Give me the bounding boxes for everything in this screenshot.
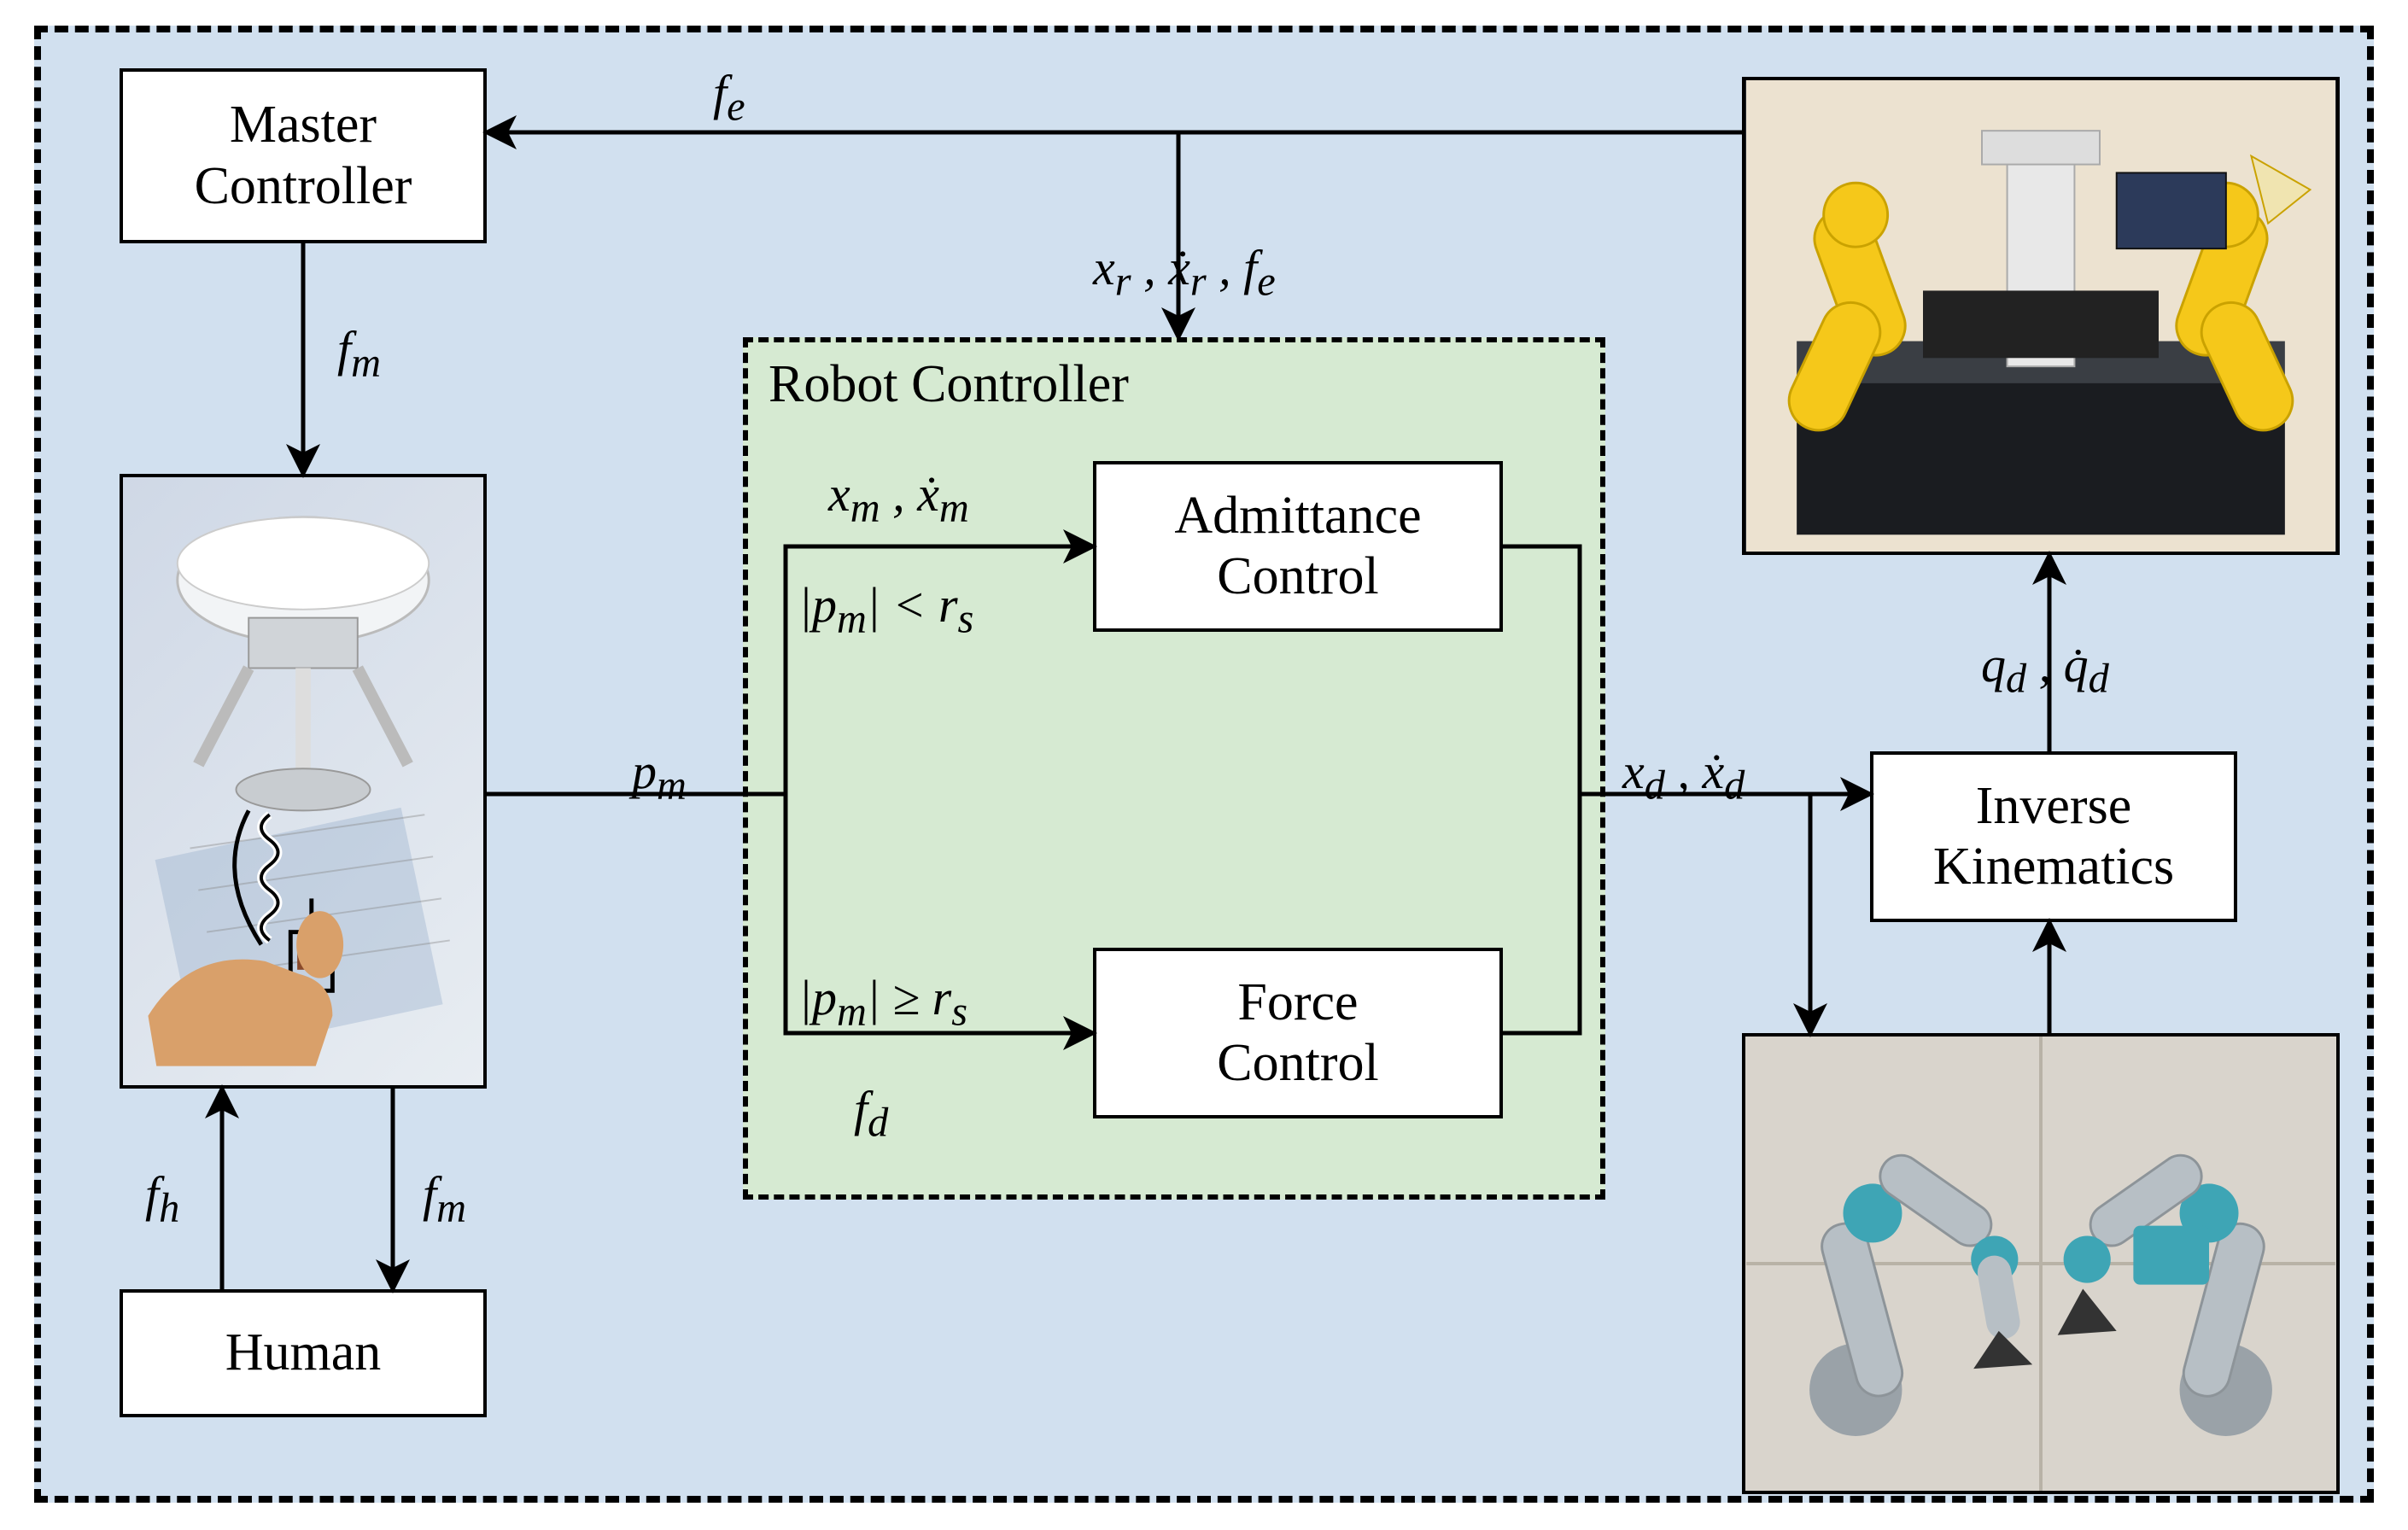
label-fh: fh [145,1165,179,1232]
robot-controller-title: Robot Controller [769,354,1129,415]
sim-robot-svg [1745,1037,2336,1491]
label-fm-upper: fm [337,320,381,387]
inverse-kinematics-text: InverseKinematics [1933,776,2174,898]
label-pm-ge-rs: |pm| ≥ rs [798,969,967,1036]
label-qd-qddot: qd , q̇d [1981,636,2109,703]
master-controller-block: MasterController [120,68,487,243]
sim-robot-image [1742,1033,2340,1494]
inverse-kinematics-block: InverseKinematics [1870,751,2237,922]
label-xm-xmdot: xm , ẋm [828,465,969,532]
yellow-robot-svg [1745,80,2336,552]
human-block: Human [120,1289,487,1417]
label-xr-xrdot-fe: xr , ẋr , fe [1093,239,1276,306]
master-controller-text: MasterController [195,95,412,217]
force-control-text: ForceControl [1217,972,1378,1095]
label-pm: pm [632,743,687,809]
label-fm-lower: fm [423,1165,466,1232]
haptic-svg [123,477,483,1085]
diagram-canvas: Robot Controller MasterController Human … [0,0,2408,1530]
yellow-robot-image [1742,77,2340,555]
label-fd: fd [854,1080,888,1147]
admittance-control-block: AdmittanceControl [1093,461,1503,632]
human-text: Human [225,1323,382,1383]
label-pm-lt-rs: |pm| < rs [798,576,973,643]
label-xd-xddot: xd , ẋd [1622,743,1745,809]
force-control-block: ForceControl [1093,948,1503,1118]
admittance-control-text: AdmittanceControl [1174,486,1421,608]
haptic-device-image [120,474,487,1089]
label-fe-top: fe [713,64,745,131]
